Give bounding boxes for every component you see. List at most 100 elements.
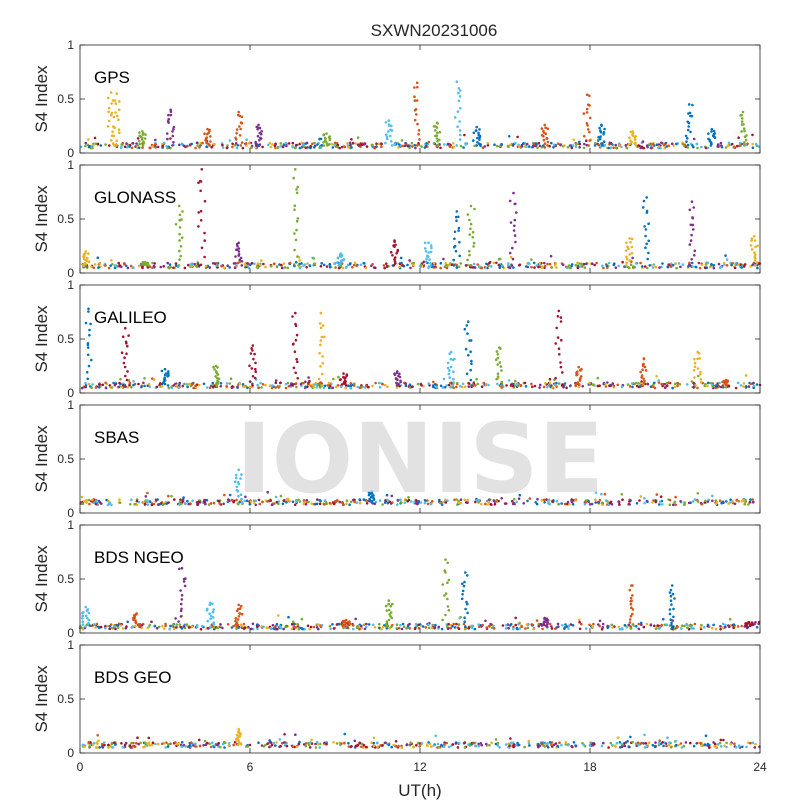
- data-point: [531, 385, 534, 389]
- data-point: [258, 143, 262, 146]
- data-point: [598, 126, 601, 130]
- data-point: [362, 261, 366, 265]
- data-point: [365, 384, 368, 388]
- data-point: [680, 746, 684, 749]
- data-point: [268, 739, 272, 742]
- data-point: [393, 372, 396, 376]
- data-point: [571, 624, 575, 627]
- data-point: [686, 626, 689, 629]
- data-point: [691, 144, 694, 147]
- data-point: [178, 232, 181, 236]
- data-point: [138, 139, 141, 143]
- data-point: [239, 623, 243, 626]
- data-point: [294, 144, 298, 147]
- data-point: [637, 622, 641, 626]
- data-point: [574, 744, 577, 747]
- data-point: [556, 336, 560, 339]
- data-point: [384, 741, 387, 744]
- data-point: [174, 262, 178, 265]
- data-point: [298, 500, 302, 503]
- data-point: [639, 146, 643, 149]
- data-point: [473, 207, 476, 211]
- data-point: [719, 265, 723, 269]
- data-point: [382, 264, 386, 267]
- data-point: [81, 620, 85, 623]
- data-point: [629, 143, 633, 146]
- data-point: [266, 742, 269, 745]
- data-point: [645, 242, 648, 246]
- data-point: [162, 265, 165, 268]
- data-point: [486, 503, 489, 506]
- data-point: [643, 501, 646, 505]
- data-point: [649, 144, 653, 148]
- data-point: [109, 623, 113, 626]
- data-point: [457, 215, 460, 219]
- data-point: [543, 146, 547, 149]
- data-point: [375, 741, 379, 745]
- data-point: [197, 181, 200, 184]
- data-point: [658, 739, 661, 742]
- data-point: [445, 266, 449, 270]
- data-point: [457, 226, 461, 230]
- data-point: [97, 739, 100, 742]
- data-point: [424, 250, 428, 253]
- data-point: [621, 260, 624, 264]
- data-point: [371, 384, 374, 388]
- data-point: [206, 386, 209, 389]
- data-point: [86, 346, 90, 349]
- data-point: [288, 499, 292, 503]
- data-point: [144, 499, 147, 503]
- data-point: [596, 384, 600, 388]
- data-point: [644, 234, 647, 238]
- data-point: [487, 264, 490, 268]
- data-point: [475, 125, 479, 129]
- data-point: [91, 383, 94, 386]
- data-point: [528, 744, 531, 747]
- data-point: [725, 741, 728, 745]
- data-point: [179, 254, 182, 258]
- data-point: [538, 386, 541, 389]
- y-tick-label: 0: [67, 146, 74, 160]
- data-point: [209, 140, 212, 143]
- data-point: [211, 610, 215, 614]
- data-point: [323, 139, 327, 143]
- data-point: [138, 131, 141, 134]
- data-point: [124, 741, 128, 745]
- data-point: [159, 265, 163, 269]
- data-point: [599, 135, 602, 138]
- data-point: [477, 742, 481, 746]
- data-point: [658, 626, 662, 629]
- data-point: [591, 262, 594, 266]
- data-point: [614, 266, 618, 270]
- data-point: [326, 144, 329, 147]
- data-point: [565, 386, 568, 390]
- data-point: [107, 746, 110, 749]
- data-point: [166, 137, 169, 141]
- data-point: [526, 265, 530, 269]
- data-point: [211, 741, 214, 744]
- data-point: [181, 210, 184, 213]
- data-point: [507, 135, 511, 138]
- data-point: [566, 145, 570, 149]
- data-point: [583, 134, 586, 138]
- data-point: [219, 385, 223, 388]
- data-point: [556, 622, 560, 626]
- data-point: [699, 381, 703, 384]
- data-point: [364, 625, 368, 629]
- data-point: [244, 142, 248, 145]
- data-point: [383, 501, 387, 504]
- data-point: [408, 144, 411, 147]
- data-point: [312, 257, 316, 260]
- data-point: [194, 745, 197, 748]
- data-point: [737, 136, 740, 139]
- data-point: [92, 623, 96, 626]
- data-point: [436, 140, 439, 143]
- data-point: [228, 266, 231, 269]
- data-point: [552, 145, 555, 149]
- data-point: [336, 384, 340, 387]
- data-point: [672, 615, 675, 619]
- data-point: [627, 247, 630, 250]
- data-point: [435, 137, 439, 140]
- data-point: [679, 500, 682, 503]
- data-point: [94, 746, 98, 749]
